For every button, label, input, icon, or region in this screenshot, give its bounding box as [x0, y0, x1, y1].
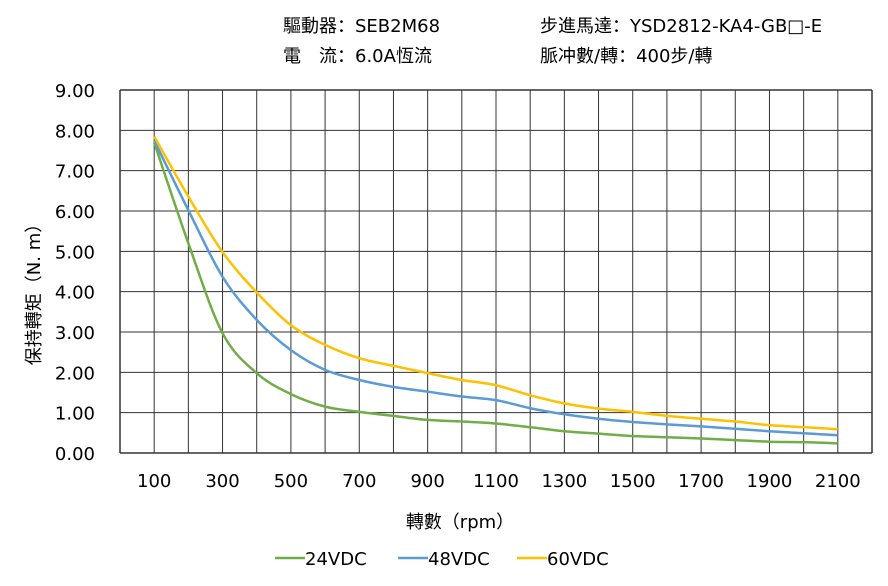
legend-label: 48VDC [428, 549, 490, 570]
y-tick-label: 1.00 [55, 404, 95, 425]
current-info: 電 流：6.0A恆流 [283, 42, 432, 68]
motor-info: 步進馬達：YSD2812-KA4-GB□-E [540, 12, 822, 38]
motor-label: 步進馬達： [540, 16, 630, 37]
series-lines [152, 135, 838, 445]
pulse-info: 脈冲數/轉：400步/轉 [540, 42, 713, 68]
x-tick-label: 700 [342, 471, 376, 492]
x-axis-title: 轉數（rpm） [406, 512, 514, 533]
x-tick-label: 1100 [473, 471, 519, 492]
x-tick-label: 100 [137, 471, 171, 492]
x-tick-label: 1300 [541, 471, 587, 492]
y-tick-label: 4.00 [55, 283, 95, 304]
y-tick-label: 3.00 [55, 323, 95, 344]
x-tick-label: 2100 [815, 471, 861, 492]
driver-value: SEB2M68 [355, 16, 441, 37]
current-label: 電 流： [283, 46, 355, 67]
current-value: 6.0A恆流 [355, 46, 432, 67]
series-line-48VDC [153, 139, 838, 437]
y-tick-label: 0.00 [55, 444, 95, 465]
tick-labels: 0.00 1.00 2.00 3.00 4.00 5.00 6.00 7.00 8.00 9.00… [55, 81, 861, 492]
legend: 24VDC 48VDC 60VDC [275, 549, 609, 570]
y-tick-label: 6.00 [55, 202, 95, 223]
legend-label: 24VDC [305, 549, 367, 570]
y-axis-title: 保持轉矩（N. m） [24, 215, 45, 365]
y-tick-label: 2.00 [55, 363, 95, 384]
y-tick-label: 9.00 [55, 81, 95, 102]
y-tick-label: 7.00 [55, 162, 95, 183]
x-tick-label: 500 [274, 471, 308, 492]
x-tick-label: 900 [410, 471, 444, 492]
y-tick-label: 8.00 [55, 121, 95, 142]
x-tick-label: 1700 [678, 471, 724, 492]
pulse-label: 脈冲數/轉： [540, 46, 637, 67]
y-tick-label: 5.00 [55, 242, 95, 263]
x-tick-label: 1500 [610, 471, 656, 492]
x-tick-label: 1900 [747, 471, 793, 492]
legend-label: 60VDC [547, 549, 609, 570]
grid [119, 89, 873, 454]
x-tick-label: 300 [205, 471, 239, 492]
motor-value: YSD2812-KA4-GB□-E [630, 16, 823, 37]
driver-info: 驅動器：SEB2M68 [283, 12, 440, 38]
driver-label: 驅動器： [283, 16, 355, 37]
series-line-60VDC [153, 135, 838, 431]
pulse-value: 400步/轉 [636, 46, 713, 67]
series-line-24VDC [152, 142, 838, 445]
